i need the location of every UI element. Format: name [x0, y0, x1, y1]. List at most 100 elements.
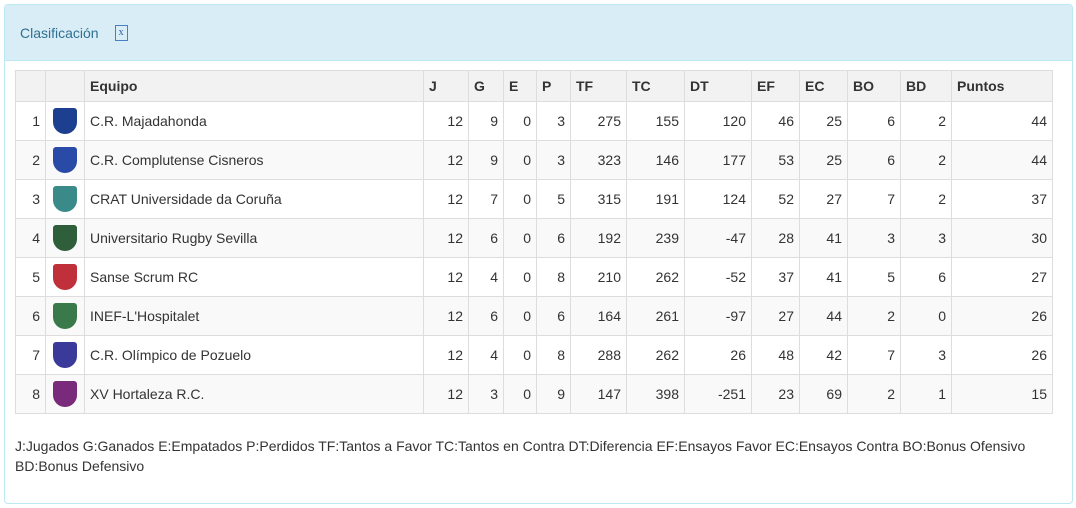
stat-cell: 41 — [799, 257, 848, 297]
stat-cell: 52 — [751, 179, 800, 219]
stat-cell: 3 — [847, 218, 901, 258]
team-logo — [45, 296, 85, 336]
column-header — [45, 70, 85, 102]
stat-cell: 6 — [847, 101, 901, 141]
table-header-row: Equipo J G E P TF TC DT EF EC BO BD Puntos — [15, 70, 1053, 102]
team-logo — [45, 218, 85, 258]
table-row: 3 CRAT Universidade da Coruña 12 7 0 5 315 191 1… — [15, 179, 1053, 219]
stat-cell: 7 — [847, 179, 901, 219]
column-header: BD — [900, 70, 952, 102]
stat-cell: 5 — [536, 179, 571, 219]
stat-cell: 0 — [503, 296, 537, 336]
stat-cell: 4 — [468, 257, 504, 297]
stat-cell: 15 — [951, 374, 1053, 414]
stat-cell: 3 — [536, 101, 571, 141]
stat-cell: 192 — [570, 218, 627, 258]
stat-cell: 0 — [900, 296, 952, 336]
stat-cell: 155 — [626, 101, 685, 141]
position: 7 — [15, 335, 46, 375]
team-name[interactable]: INEF-L'Hospitalet — [84, 296, 424, 336]
position: 8 — [15, 374, 46, 414]
stat-cell: 9 — [468, 101, 504, 141]
stat-cell: 6 — [847, 140, 901, 180]
stat-cell: 12 — [423, 335, 469, 375]
stat-cell: -47 — [684, 218, 752, 258]
stat-cell: 37 — [951, 179, 1053, 219]
stat-cell: 2 — [847, 296, 901, 336]
stat-cell: 30 — [951, 218, 1053, 258]
stat-cell: 7 — [847, 335, 901, 375]
team-name[interactable]: Sanse Scrum RC — [84, 257, 424, 297]
stat-cell: 262 — [626, 257, 685, 297]
stat-cell: 239 — [626, 218, 685, 258]
team-name[interactable]: Universitario Rugby Sevilla — [84, 218, 424, 258]
stat-cell: 6 — [900, 257, 952, 297]
stat-cell: 12 — [423, 179, 469, 219]
team-name[interactable]: C.R. Majadahonda — [84, 101, 424, 141]
stat-cell: 26 — [684, 335, 752, 375]
stat-cell: 69 — [799, 374, 848, 414]
stat-cell: 210 — [570, 257, 627, 297]
stat-cell: 0 — [503, 179, 537, 219]
table-row: 8 XV Hortaleza R.C. 12 3 0 9 147 398 -251 23 69 2 1 1… — [15, 374, 1053, 414]
stat-cell: 27 — [751, 296, 800, 336]
stat-cell: 8 — [536, 257, 571, 297]
stat-cell: 53 — [751, 140, 800, 180]
stat-cell: 12 — [423, 296, 469, 336]
position: 3 — [15, 179, 46, 219]
team-logo — [45, 335, 85, 375]
team-crest-icon — [53, 342, 77, 368]
stat-cell: 9 — [468, 140, 504, 180]
stat-cell: 5 — [847, 257, 901, 297]
stat-cell: 4 — [468, 335, 504, 375]
stat-cell: 12 — [423, 374, 469, 414]
stat-cell: 37 — [751, 257, 800, 297]
team-crest-icon — [53, 264, 77, 290]
stat-cell: 0 — [503, 374, 537, 414]
table-row: 5 Sanse Scrum RC 12 4 0 8 210 262 -52 37 41 5 6 27 — [15, 257, 1053, 297]
stat-cell: 2 — [847, 374, 901, 414]
stat-cell: 124 — [684, 179, 752, 219]
stat-cell: 6 — [536, 296, 571, 336]
table-row: 4 Universitario Rugby Sevilla 12 6 0 6 192 239-… — [15, 218, 1053, 258]
stat-cell: 1 — [900, 374, 952, 414]
stat-cell: 191 — [626, 179, 685, 219]
stat-cell: 0 — [503, 101, 537, 141]
stat-cell: 146 — [626, 140, 685, 180]
column-header: J — [423, 70, 469, 102]
team-name[interactable]: C.R. Complutense Cisneros — [84, 140, 424, 180]
table-row: 1 C.R. Majadahonda 12 9 0 3 275 155 120 46 25 6 2 44 — [15, 101, 1053, 141]
stat-cell: 12 — [423, 218, 469, 258]
team-name[interactable]: XV Hortaleza R.C. — [84, 374, 424, 414]
stat-cell: 0 — [503, 218, 537, 258]
stat-cell: 323 — [570, 140, 627, 180]
stat-cell: 25 — [799, 140, 848, 180]
table-row: 7 C.R. Olímpico de Pozuelo 12 4 0 8 288 262 26 48… — [15, 335, 1053, 375]
panel-header: Clasificación x — [5, 5, 1072, 61]
stat-cell: 28 — [751, 218, 800, 258]
stat-cell: 46 — [751, 101, 800, 141]
team-name[interactable]: CRAT Universidade da Coruña — [84, 179, 424, 219]
stat-cell: 0 — [503, 257, 537, 297]
stat-cell: 3 — [536, 140, 571, 180]
excel-export-icon[interactable]: x — [114, 24, 128, 41]
stat-cell: 275 — [570, 101, 627, 141]
stat-cell: 6 — [468, 296, 504, 336]
column-header: TC — [626, 70, 685, 102]
stat-cell: 262 — [626, 335, 685, 375]
stat-cell: 6 — [536, 218, 571, 258]
team-logo — [45, 374, 85, 414]
stat-cell: 3 — [900, 218, 952, 258]
team-name[interactable]: C.R. Olímpico de Pozuelo — [84, 335, 424, 375]
stat-cell: 41 — [799, 218, 848, 258]
stat-cell: 0 — [503, 335, 537, 375]
column-header: DT — [684, 70, 752, 102]
stat-cell: 42 — [799, 335, 848, 375]
stat-cell: 26 — [951, 335, 1053, 375]
team-logo — [45, 257, 85, 297]
stat-cell: 3 — [900, 335, 952, 375]
team-crest-icon — [53, 147, 77, 173]
stat-cell: 164 — [570, 296, 627, 336]
column-header: TF — [570, 70, 627, 102]
team-crest-icon — [53, 381, 77, 407]
